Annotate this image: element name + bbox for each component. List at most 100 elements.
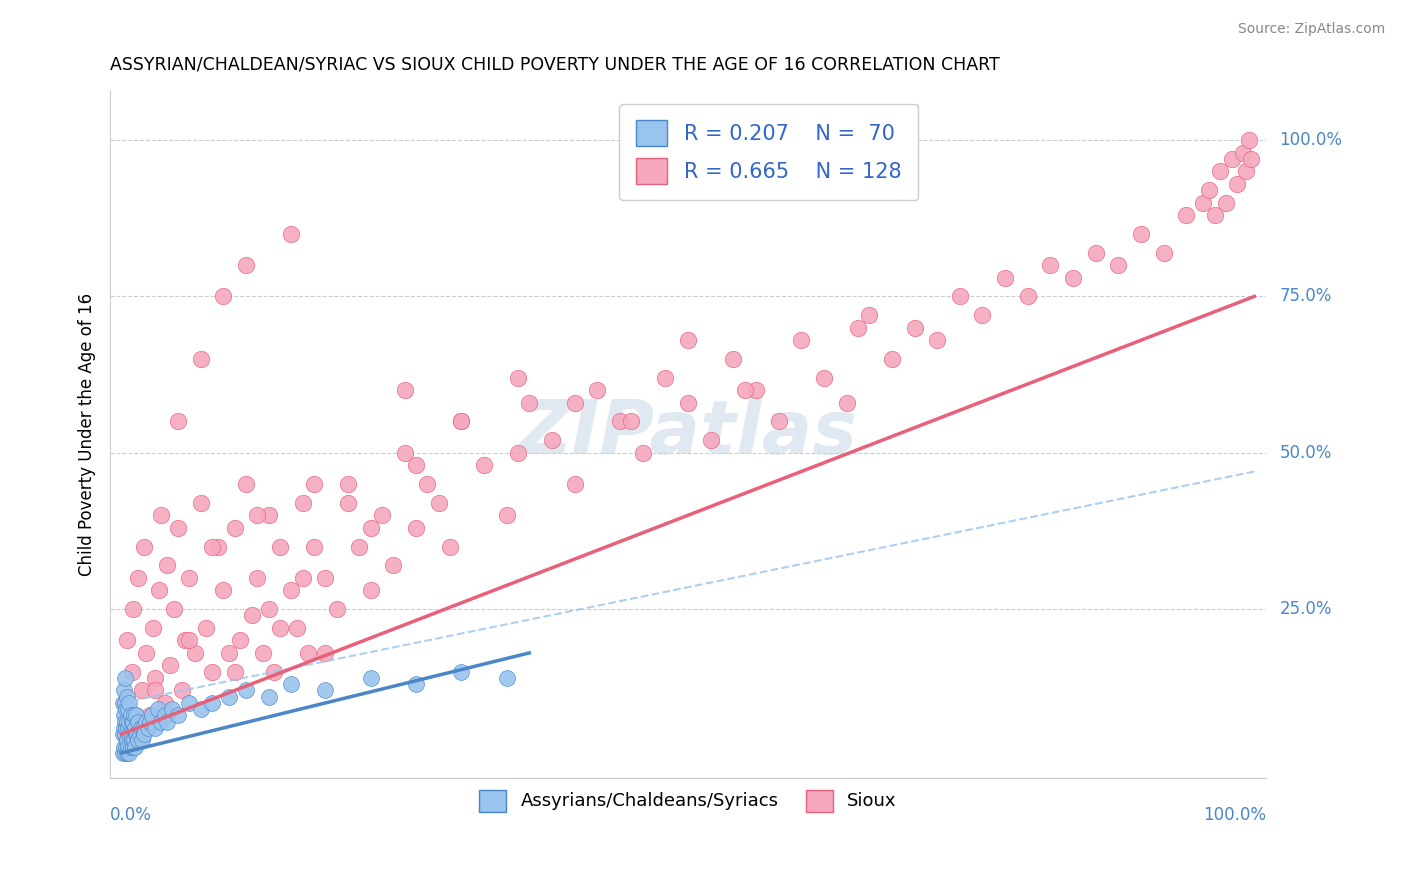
Point <box>495 671 517 685</box>
Point <box>195 621 218 635</box>
Point <box>207 540 229 554</box>
Point <box>136 721 159 735</box>
Point <box>1062 270 1084 285</box>
Point <box>115 721 138 735</box>
Text: ZIPatlas: ZIPatlas <box>517 398 858 470</box>
Point <box>127 714 149 729</box>
Text: 50.0%: 50.0% <box>1279 443 1331 462</box>
Point <box>124 708 146 723</box>
Point <box>201 540 224 554</box>
Text: 25.0%: 25.0% <box>1279 600 1331 618</box>
Point <box>846 320 869 334</box>
Point <box>257 690 280 704</box>
Point <box>416 477 439 491</box>
Point <box>218 646 240 660</box>
Point <box>120 727 142 741</box>
Text: 0.0%: 0.0% <box>110 805 152 823</box>
Point <box>349 540 371 554</box>
Point <box>297 646 319 660</box>
Point <box>768 415 790 429</box>
Point <box>129 721 152 735</box>
Point <box>263 665 285 679</box>
Point <box>699 434 721 448</box>
Text: ASSYRIAN/CHALDEAN/SYRIAC VS SIOUX CHILD POVERTY UNDER THE AGE OF 16 CORRELATION : ASSYRIAN/CHALDEAN/SYRIAC VS SIOUX CHILD … <box>110 55 1000 73</box>
Text: 100.0%: 100.0% <box>1202 805 1265 823</box>
Point <box>302 540 325 554</box>
Point <box>190 702 212 716</box>
Point <box>246 571 269 585</box>
Point <box>235 258 257 272</box>
Point <box>360 583 382 598</box>
Point <box>114 671 136 685</box>
Point <box>835 395 858 409</box>
Point <box>1220 152 1243 166</box>
Point <box>121 665 143 679</box>
Point <box>541 434 564 448</box>
Point <box>111 746 134 760</box>
Point <box>118 727 141 741</box>
Point <box>120 708 142 723</box>
Point <box>246 508 269 523</box>
Point <box>1236 164 1258 178</box>
Point <box>495 508 517 523</box>
Point <box>190 496 212 510</box>
Point <box>723 351 745 366</box>
Point <box>167 521 190 535</box>
Point <box>1232 145 1254 160</box>
Point <box>201 696 224 710</box>
Text: 75.0%: 75.0% <box>1279 287 1331 305</box>
Point <box>135 714 157 729</box>
Point <box>450 665 472 679</box>
Point <box>156 708 179 723</box>
Point <box>676 395 699 409</box>
Point <box>111 696 134 710</box>
Point <box>127 727 149 741</box>
Point <box>118 714 141 729</box>
Point <box>184 646 207 660</box>
Point <box>201 665 224 679</box>
Point <box>1130 227 1153 241</box>
Point <box>1175 208 1198 222</box>
Point <box>405 458 427 473</box>
Point <box>1039 258 1062 272</box>
Point <box>427 496 450 510</box>
Point <box>229 633 252 648</box>
Point <box>121 602 143 616</box>
Point <box>134 727 156 741</box>
Point <box>903 320 925 334</box>
Point <box>134 540 156 554</box>
Point <box>142 621 165 635</box>
Point <box>117 739 139 754</box>
Point <box>1192 195 1215 210</box>
Point <box>269 540 291 554</box>
Point <box>115 702 138 716</box>
Point <box>1226 177 1249 191</box>
Point <box>139 714 162 729</box>
Point <box>179 633 201 648</box>
Point <box>145 721 167 735</box>
Point <box>120 739 142 754</box>
Point <box>1198 183 1220 197</box>
Point <box>121 739 143 754</box>
Point <box>212 583 235 598</box>
Point <box>114 696 136 710</box>
Point <box>240 608 263 623</box>
Point <box>586 383 609 397</box>
Point <box>394 383 416 397</box>
Point <box>115 733 138 747</box>
Point <box>224 521 246 535</box>
Point <box>291 496 314 510</box>
Point <box>280 677 302 691</box>
Point <box>111 727 134 741</box>
Text: 100.0%: 100.0% <box>1279 131 1343 149</box>
Point <box>114 714 136 729</box>
Point <box>949 289 972 303</box>
Point <box>235 683 257 698</box>
Point <box>153 696 176 710</box>
Point <box>314 683 336 698</box>
Point <box>122 708 145 723</box>
Point <box>280 583 302 598</box>
Point <box>337 496 360 510</box>
Point <box>858 308 880 322</box>
Point <box>117 702 139 716</box>
